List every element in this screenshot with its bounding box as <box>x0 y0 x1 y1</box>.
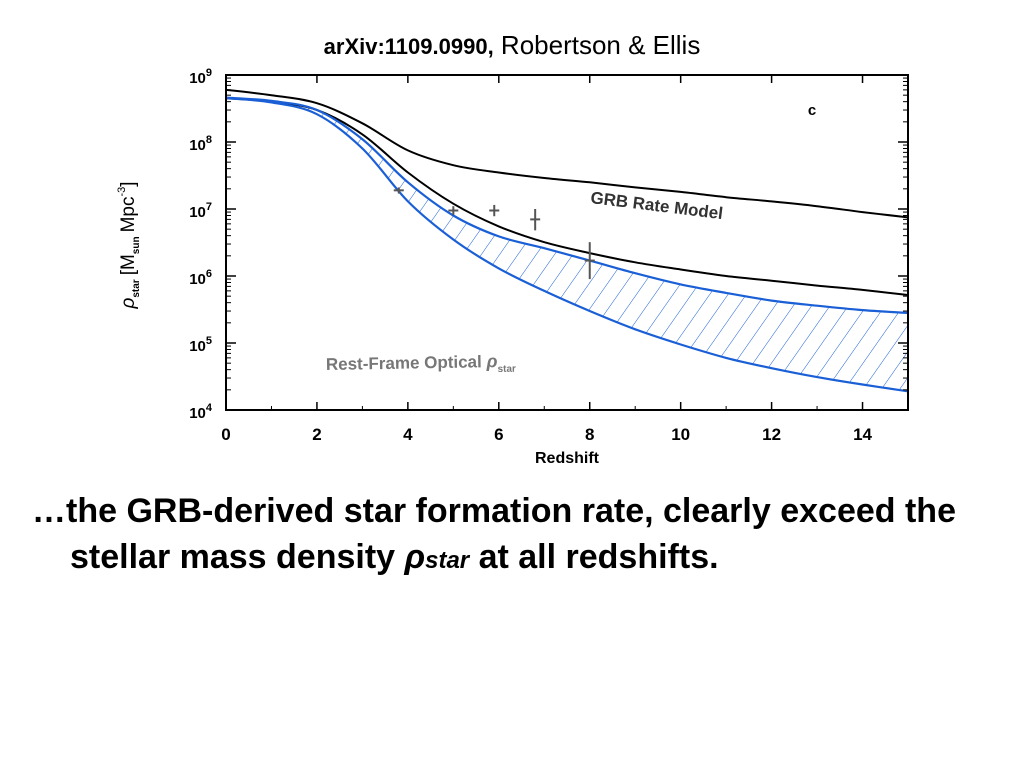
caption-rho: ρ <box>404 538 426 576</box>
y-tick-exp: 9 <box>206 67 212 79</box>
caption-subscript: star <box>425 547 470 574</box>
data-point <box>584 242 595 280</box>
caption: …the GRB-derived star formation rate, cl… <box>32 488 970 584</box>
title-arxiv-id: arXiv:1109.0990, <box>323 34 494 59</box>
y-tick-label: 109 <box>189 67 212 87</box>
x-tick-label: 10 <box>671 425 690 444</box>
x-tick-label: 12 <box>762 425 781 444</box>
title-authors: Robertson & Ellis <box>493 30 701 60</box>
y-label-close: ] <box>118 181 139 186</box>
y-tick-base: 10 <box>189 405 206 422</box>
y-tick-label: 107 <box>189 201 212 221</box>
caption-part1: …the GRB-derived star formation rate, cl… <box>32 492 956 576</box>
x-tick-label: 2 <box>312 425 321 444</box>
optical-annotation-sub: star <box>497 364 516 375</box>
y-tick-base: 10 <box>189 70 206 87</box>
optical-annotation-rho: ρ <box>485 351 497 371</box>
optical-hatched-band <box>226 97 908 392</box>
y-tick-base: 10 <box>189 338 206 355</box>
y-label-open: [M <box>118 254 139 275</box>
y-tick-exp: 5 <box>206 335 212 347</box>
series-line-grb-lower <box>226 97 908 296</box>
caption-part2: at all redshifts. <box>469 538 719 576</box>
y-tick-base: 10 <box>189 271 206 288</box>
plot-clip-group <box>226 88 908 393</box>
series-line-grb-upper <box>226 88 908 219</box>
y-tick-label: 104 <box>189 402 213 422</box>
x-tick-label: 6 <box>494 425 503 444</box>
x-axis-label: Redshift <box>535 450 600 467</box>
series-line-optical-lower <box>226 97 908 393</box>
grb-model-annotation: GRB Rate Model <box>590 188 725 223</box>
y-tick-label: 108 <box>189 134 212 154</box>
y-axis-label: ρstar [Msun Mpc-3] <box>116 181 142 309</box>
y-tick-base: 10 <box>189 137 206 154</box>
x-tick-label: 0 <box>221 425 230 444</box>
optical-annotation: Rest-Frame Optical ρstar <box>326 351 516 378</box>
x-tick-label: 4 <box>403 425 413 444</box>
y-tick-exp: 8 <box>206 134 212 146</box>
y-tick-exp: 4 <box>206 402 213 414</box>
y-tick-base: 10 <box>189 204 206 221</box>
x-tick-label: 8 <box>585 425 594 444</box>
x-tick-label: 14 <box>853 425 872 444</box>
y-tick-label: 105 <box>189 335 212 355</box>
data-point <box>448 206 459 215</box>
data-point <box>530 209 541 231</box>
y-label-mpc: Mpc <box>118 197 139 233</box>
optical-annotation-text: Rest-Frame Optical <box>326 352 487 374</box>
y-tick-label: 106 <box>189 268 212 288</box>
series-line-optical-upper <box>226 96 908 315</box>
y-tick-exp: 7 <box>206 201 212 213</box>
y-label-rho: ρ <box>118 298 139 310</box>
plot-frame <box>225 74 909 411</box>
panel-label: c <box>808 102 816 119</box>
y-label-exp: -3 <box>116 187 128 197</box>
y-label-sun: sun <box>131 236 142 254</box>
y-tick-exp: 6 <box>206 268 212 280</box>
slide-title: arXiv:1109.0990, Robertson & Ellis <box>0 30 1024 61</box>
y-label-star: star <box>131 279 142 297</box>
data-point <box>393 187 404 194</box>
plot-area <box>226 88 908 393</box>
data-point <box>489 204 500 217</box>
